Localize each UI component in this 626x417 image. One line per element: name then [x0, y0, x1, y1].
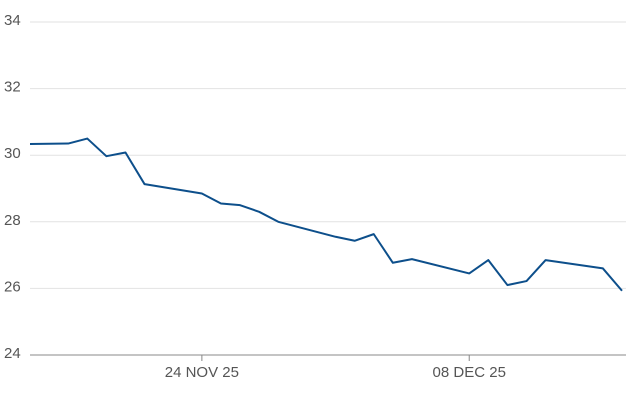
y-tick-label: 34	[4, 12, 21, 29]
line	[30, 137, 623, 292]
y-tick-label: 28	[4, 212, 21, 229]
y-tick-label: 32	[4, 79, 21, 96]
x-tick-label: 08 DEC 25	[433, 364, 506, 381]
x-tick-label: 24 NOV 25	[165, 364, 239, 381]
y-tick-label: 26	[4, 278, 21, 295]
y-tick-label: 30	[4, 145, 21, 162]
y-tick-label: 24	[4, 345, 21, 362]
